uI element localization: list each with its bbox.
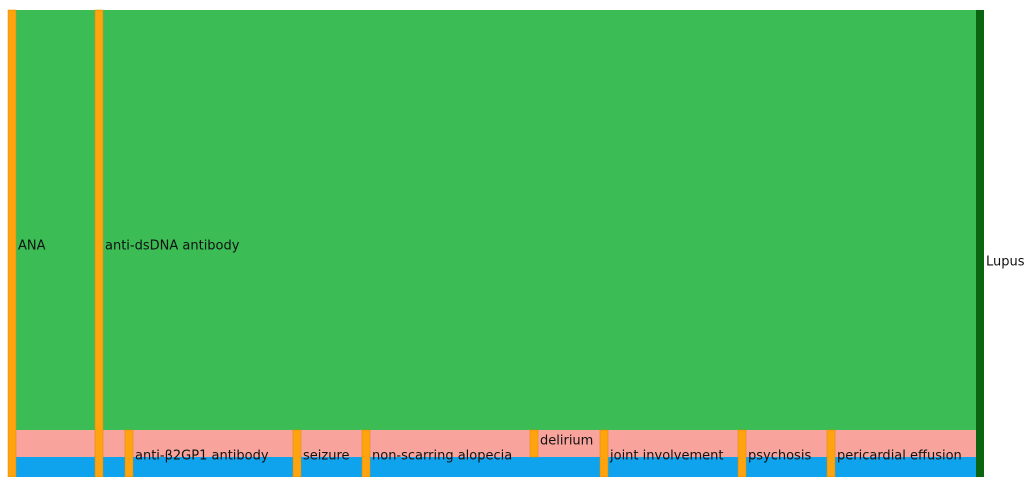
- node-label: ANA: [18, 239, 46, 254]
- node-bar: [737, 429, 747, 477]
- node-label: psychosis: [748, 449, 811, 464]
- node-bar: [124, 429, 134, 477]
- node-bar: [94, 9, 104, 477]
- node-bar: [292, 429, 302, 477]
- node-label: Lupus: [986, 255, 1025, 270]
- node-bar: [361, 429, 371, 477]
- node-label: anti-β2GP1 antibody: [135, 449, 269, 464]
- node-bar: [826, 429, 836, 477]
- node-bar: [7, 9, 17, 477]
- flow-green: [16, 10, 976, 430]
- node-label: joint involvement: [609, 449, 723, 464]
- node-label: non-scarring alopecia: [372, 449, 512, 464]
- node-label: seizure: [303, 449, 350, 464]
- nodes: ANA anti-dsDNA antibody anti-β2GP1 antibod…: [7, 9, 1025, 477]
- node-label: anti-dsDNA antibody: [105, 239, 240, 254]
- flow-pink: [16, 430, 976, 457]
- flow-blue: [16, 457, 976, 477]
- node-bar: [599, 429, 609, 477]
- node-label: pericardial effusion: [837, 449, 962, 464]
- node-bar: [976, 10, 984, 477]
- node-bar: [529, 429, 539, 458]
- node-label: delirium: [540, 434, 593, 449]
